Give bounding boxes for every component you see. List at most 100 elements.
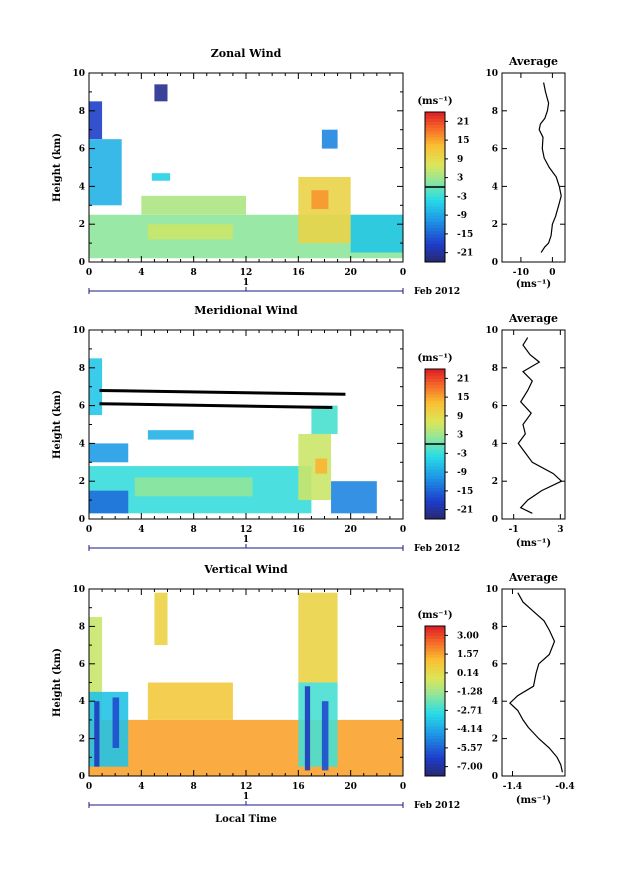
y-tick-label: 2 [79,477,85,487]
average-y-tick-label: 6 [492,402,498,412]
x-tick-label: 0 [86,525,92,535]
colorbar-segment [425,112,445,116]
y-axis-label: Height (km) [52,648,63,717]
x-axis-label: Local Time [215,814,277,825]
x-tick-label: 0 [86,268,92,278]
date-marker: 1 [243,792,249,802]
colorbar-segment [425,447,445,451]
heatmap-cell-2-2 [147,682,233,720]
average-y-tick-label: 10 [485,585,498,595]
colorbar-segment [425,127,445,132]
colorbar-unit: (ms⁻¹) [417,96,452,107]
colorbar-segment [425,415,445,420]
colorbar-tick-label: 21 [457,117,470,127]
colorbar-segment [425,168,445,172]
colorbar-segment [425,252,445,257]
colorbar-tick-label: -7.00 [457,763,483,773]
x-tick-label: 0 [86,782,92,792]
y-tick-label: 8 [79,622,85,632]
average-x-label: (ms⁻¹) [516,795,551,806]
average-y-tick-label: 2 [492,735,498,745]
heatmap-cell-1-9 [89,490,129,514]
colorbar-tick-label: -21 [457,249,473,259]
x-tick-label: 4 [138,782,144,792]
colorbar-tick-label: 0.14 [457,669,479,679]
x-tick-label: 8 [191,782,197,792]
x-tick-label: 8 [191,268,197,278]
colorbar-segment [425,472,445,476]
average-frame [501,588,566,777]
average-y-tick-label: 0 [492,515,498,525]
colorbar-segment [425,647,445,652]
colorbar-segment [425,152,445,157]
colorbar-segment [425,437,445,442]
colorbar-segment [425,121,445,125]
colorbar-segment [425,754,445,758]
colorbar-segment [425,440,445,445]
colorbar-segment [425,246,445,250]
colorbar-segment [425,174,445,179]
y-tick-label: 6 [79,402,85,412]
colorbar-segment [425,635,445,639]
colorbar-segment [425,515,445,520]
colorbar-segment [425,233,445,238]
x-tick-label: 16 [292,782,305,792]
colorbar-segment [425,707,445,711]
x-tick-label: 0 [400,268,406,278]
average-y-tick-label: 10 [485,326,498,336]
colorbar-segment [425,465,445,470]
colorbar-segment [425,137,445,141]
colorbar-segment [425,406,445,411]
heatmap-cell-0-3 [141,195,246,215]
colorbar-segment [425,726,445,730]
colorbar-tick-label: -4.14 [457,725,483,735]
heatmap-cell-0-8 [321,129,338,149]
colorbar-segment [425,462,445,467]
colorbar-segment [425,180,445,185]
average-profile-line [538,82,562,253]
colorbar-segment [425,130,445,135]
colorbar-segment [425,190,445,194]
colorbar-segment [425,481,445,486]
heatmap-cell-1-6 [311,405,338,434]
colorbar-segment [425,369,445,373]
colorbar-segment [425,710,445,714]
y-tick-label: 2 [79,220,85,230]
average-x-tick-label: -1.4 [503,782,522,792]
colorbar-tick-label: -3 [457,449,467,459]
average-y-tick-label: 10 [485,69,498,79]
colorbar-tick-label: -15 [457,230,473,240]
colorbar-segment [425,118,445,122]
plot-axes-layer [88,72,566,808]
colorbar-segment [425,450,445,454]
colorbar-segment [425,403,445,407]
average-x-tick-label: 3 [557,525,563,535]
colorbar-segment [425,202,445,207]
colorbar-segment [425,397,445,401]
colorbar-segment [425,434,445,439]
colorbar-segment [425,187,445,191]
heatmap-cell-2-8 [321,701,329,771]
heatmap-cell-2-7 [304,686,311,771]
heatmap-cell-1-7 [147,430,194,440]
heatmap-cell-2-5 [112,697,120,748]
heatmap-cell-0-5 [151,173,171,181]
colorbar-tick-label: -1.28 [457,688,483,698]
average-y-tick-label: 6 [492,145,498,155]
x-tick-label: 16 [292,268,305,278]
average-title: Average [508,571,558,584]
plot-fill-layer [89,84,445,777]
colorbar-frame [424,625,446,777]
average-title: Average [508,312,558,325]
colorbar-segment [425,428,445,432]
y-tick-label: 6 [79,660,85,670]
colorbar-segment [425,626,445,630]
average-y-tick-label: 0 [492,772,498,782]
y-tick-label: 8 [79,107,85,117]
date-label: Feb 2012 [414,801,460,811]
heatmap-cell-0-6 [298,176,351,244]
colorbar-segment [425,208,445,213]
colorbar-segment [425,666,445,671]
colorbar-segment [425,651,445,655]
heatmap-cell-2-10 [154,592,168,646]
